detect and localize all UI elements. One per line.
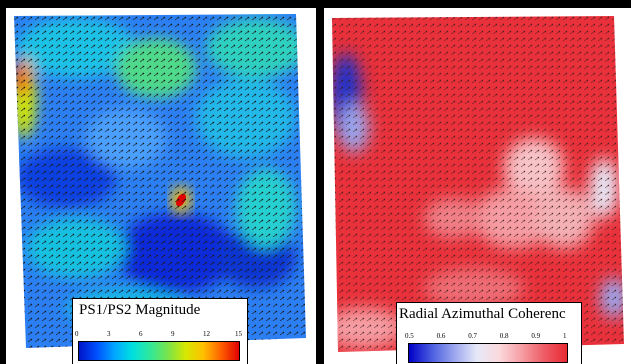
colorbar	[408, 343, 568, 363]
radial-azimuthal-coherence-map	[332, 16, 624, 352]
colorbar-tick-label: 3	[107, 330, 111, 338]
colorbar-tick-label: 15	[235, 330, 242, 338]
legend-title: Radial Azimuthal Coherenc	[399, 306, 566, 322]
colorbar-tick-label: 0.5	[405, 332, 414, 340]
colorbar-tick-label: 1	[563, 332, 567, 340]
colorbar-tick-label: 9	[171, 330, 175, 338]
right-legend: Radial Azimuthal Coherenc 0.5 0.6 0.7 0.8 0.…	[396, 302, 582, 364]
radial-azimuthal-coherence-panel: Radial Azimuthal Coherenc 0.5 0.6 0.7 0.8 0.…	[324, 8, 631, 364]
colorbar-tick-label: 0.8	[499, 332, 509, 340]
legend-title: PS1/PS2 Magnitude	[79, 302, 201, 318]
left-legend: PS1/PS2 Magnitude 0 3 6 9 12 15	[72, 298, 248, 364]
ps1-ps2-magnitude-panel: PS1/PS2 Magnitude 0 3 6 9 12 15	[6, 8, 316, 364]
colorbar	[78, 341, 240, 361]
colorbar-tick-label: 0.9	[531, 332, 541, 340]
colorbar-tick-label: 0	[75, 330, 79, 338]
ps1-ps2-magnitude-map	[14, 14, 306, 348]
colorbar-tick-label: 0.7	[468, 332, 477, 340]
colorbar-tick-label: 6	[139, 330, 143, 338]
colorbar-tick-label: 0.6	[436, 332, 446, 340]
colorbar-tick-label: 12	[203, 330, 210, 338]
